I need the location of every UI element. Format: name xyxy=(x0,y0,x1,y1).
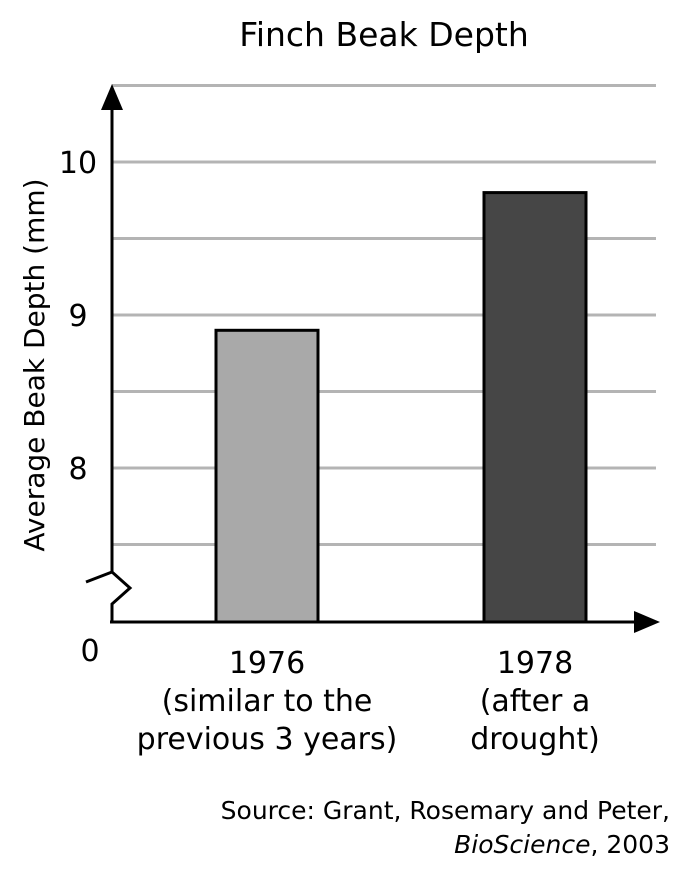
y-axis-line xyxy=(110,108,133,622)
x-tick-label-0-line-0: 1976 xyxy=(229,646,305,681)
axis-break-mark xyxy=(85,570,113,584)
source-year: , 2003 xyxy=(590,830,670,859)
y-axis-label: Average Beak Depth (mm) xyxy=(18,178,51,551)
y-origin-label: 0 xyxy=(80,634,99,669)
axes xyxy=(85,84,660,633)
source-line-2: BioScience, 2003 xyxy=(454,828,670,862)
x-tick-label-0-line-2: previous 3 years) xyxy=(137,722,398,757)
x-tick-label-1-line-2: drought) xyxy=(470,722,600,757)
x-tick-label-0-line-1: (similar to the xyxy=(162,684,373,719)
chart-title: Finch Beak Depth xyxy=(239,15,529,54)
x-tick-label-1-line-1: (after a xyxy=(480,684,591,719)
x-axis-arrowhead xyxy=(634,611,660,633)
bar-0 xyxy=(214,328,320,624)
bars xyxy=(214,191,588,624)
y-tick-labels: 8 9 10 xyxy=(59,146,97,487)
y-tick-label-0: 8 xyxy=(68,452,87,487)
y-tick-label-1: 9 xyxy=(68,299,87,334)
x-tick-label-1-line-0: 1978 xyxy=(497,646,573,681)
y-tick-label-2: 10 xyxy=(59,146,97,181)
y-axis-arrowhead xyxy=(101,84,123,110)
gridlines xyxy=(112,84,656,546)
bar-1 xyxy=(482,191,588,624)
source-line-1: Source: Grant, Rosemary and Peter, xyxy=(220,796,670,825)
source-journal: BioScience xyxy=(454,830,591,859)
